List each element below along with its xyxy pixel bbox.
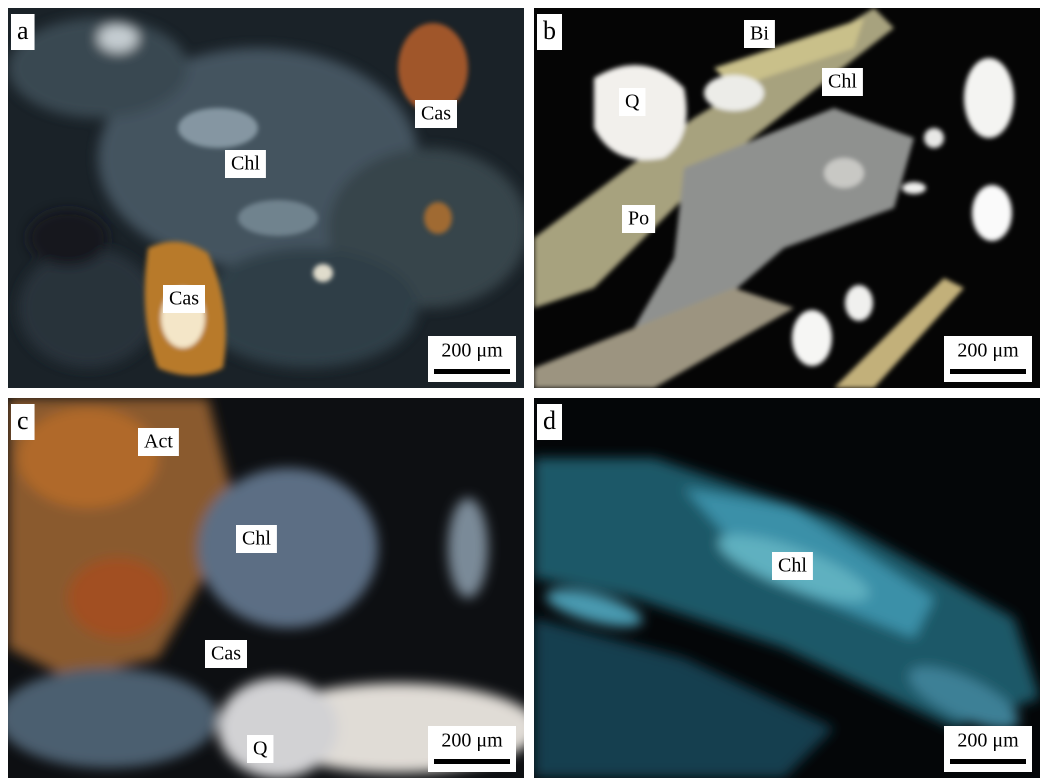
scale-box: [944, 336, 1032, 382]
scale-line: [950, 369, 1026, 374]
mineral-label-box: [772, 552, 813, 580]
panel-letter-box: [537, 404, 562, 440]
scale-bar: 200 μm: [428, 726, 516, 772]
mineral-label: Q: [253, 738, 268, 760]
scale-label: 200 μm: [441, 340, 503, 362]
scale-label: 200 μm: [957, 340, 1019, 362]
panel-overlay: c Act Chl Cas Q 200 μm: [11, 404, 516, 772]
panel-letter-box: [11, 404, 35, 440]
mineral-label-box: [744, 20, 775, 48]
scale-box: [428, 336, 516, 382]
scale-bar: 200 μm: [944, 336, 1032, 382]
mineral-label-box: [415, 100, 457, 128]
micrograph-a: [8, 8, 524, 388]
scale-box: [428, 726, 516, 772]
mineral-label: Cas: [211, 643, 241, 665]
mineral-label-box: [822, 68, 863, 96]
micrograph-d: [534, 398, 1040, 778]
panel-letter: b: [543, 16, 556, 45]
mineral-label-box: [247, 735, 274, 763]
mineral-label-box: [236, 525, 277, 553]
scale-label: 200 μm: [441, 730, 503, 752]
mineral-label: Bi: [750, 23, 769, 45]
mineral-label-box: [619, 88, 646, 116]
panel-letter-box: [537, 14, 562, 50]
mineral-label-box: [138, 428, 179, 456]
scale-bar: 200 μm: [944, 726, 1032, 772]
panel-letter: d: [543, 406, 556, 435]
micrograph-b: [534, 8, 1040, 388]
mineral-label: Chl: [828, 71, 857, 93]
panel-overlay: b Bi Chl Q Po 200 μm: [537, 14, 1032, 382]
mineral-label: Q: [625, 91, 640, 113]
scale-box: [944, 726, 1032, 772]
mineral-label: Cas: [169, 288, 199, 310]
mineral-label: Chl: [231, 153, 260, 175]
mineral-label: Cas: [421, 103, 451, 125]
micrograph-c: [8, 398, 524, 778]
mineral-label: Chl: [242, 528, 271, 550]
mineral-label-box: [205, 640, 247, 668]
mineral-label: Po: [628, 208, 649, 230]
scale-label: 200 μm: [957, 730, 1019, 752]
panel-overlay: d Chl 200 μm: [537, 404, 1032, 772]
mineral-label-box: [225, 150, 266, 178]
panel-letter: c: [17, 406, 29, 435]
mineral-label-box: [163, 285, 205, 313]
mineral-label: Act: [144, 431, 173, 453]
panel-letter: a: [17, 16, 29, 45]
scale-bar: 200 μm: [428, 336, 516, 382]
mineral-label: Chl: [778, 555, 807, 577]
scale-line: [434, 759, 510, 764]
scale-line: [434, 369, 510, 374]
mineral-label-box: [622, 205, 656, 233]
scale-line: [950, 759, 1026, 764]
panel-letter-box: [11, 14, 35, 50]
panel-overlay: a Cas Chl Cas 200 μm: [11, 14, 516, 382]
